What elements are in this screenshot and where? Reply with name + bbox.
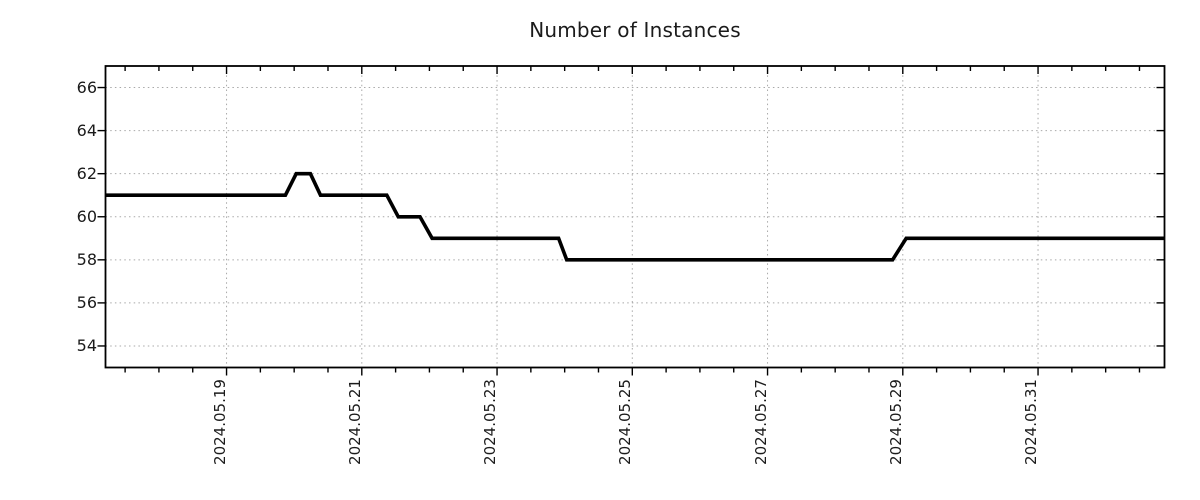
chart-title: Number of Instances [529,18,741,42]
x-tick-label: 2024.05.31 [1022,379,1041,465]
x-tick-label: 2024.05.27 [751,379,770,465]
y-tick-label: 60 [76,207,97,227]
x-tick-label: 2024.05.23 [481,379,500,465]
series-line-instances [105,171,1165,262]
x-tick-label: 2024.05.19 [210,379,229,465]
x-tick-label: 2024.05.21 [345,379,364,465]
x-tick-label: 2024.05.29 [886,379,905,465]
y-tick-label: 56 [76,293,97,313]
y-tick-label: 54 [76,336,97,356]
y-tick-label: 66 [76,78,97,98]
axis-border [104,65,1166,369]
y-tick-label: 62 [76,164,97,184]
y-tick-label: 64 [76,121,97,141]
y-tick-label: 58 [76,250,97,270]
x-tick-label: 2024.05.25 [616,379,635,465]
